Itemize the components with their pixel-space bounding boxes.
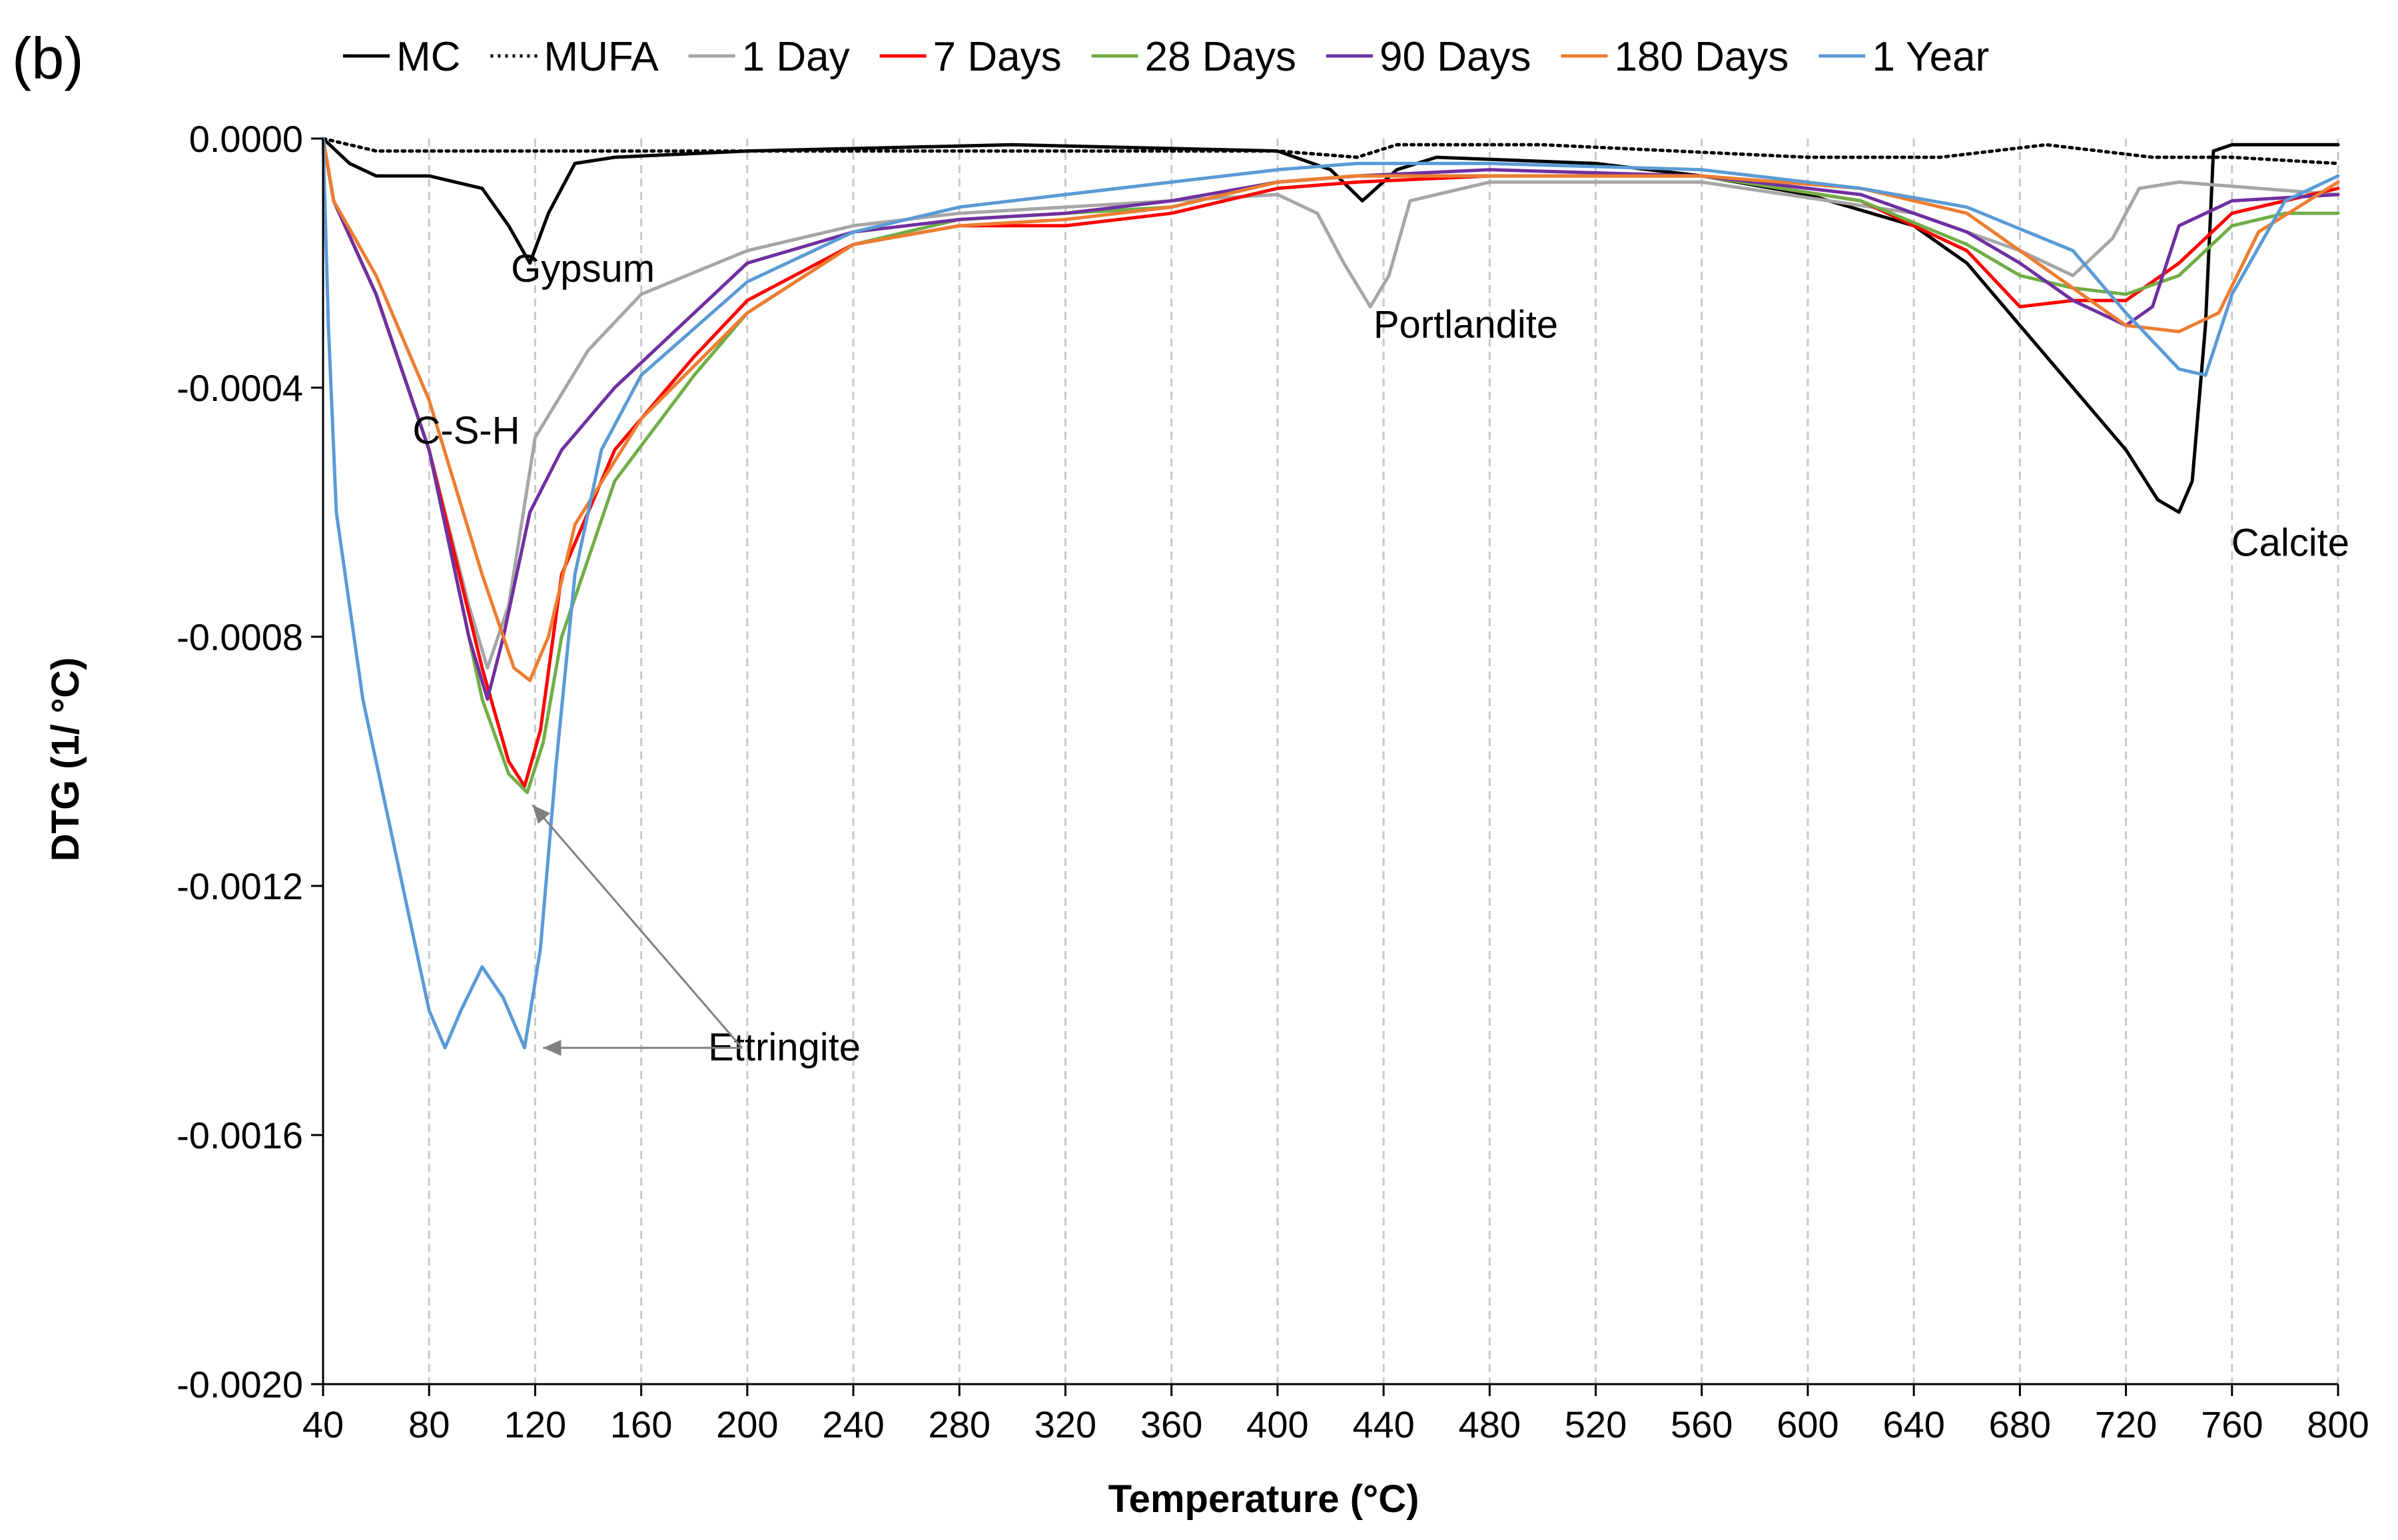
- axes: 40 80 120 160 200 240 280 320 360 400 440 480 520 560…: [177, 118, 2369, 1445]
- series-line-7-days: [321, 137, 2340, 788]
- series-line-mufa: [321, 137, 2340, 165]
- x-tick-label-280: 280: [929, 1403, 991, 1445]
- series-line-mc: [321, 137, 2340, 514]
- series-lines: [321, 137, 2340, 1050]
- x-tick-label-160: 160: [610, 1403, 672, 1445]
- annotation-calcite: Calcite: [2231, 521, 2349, 564]
- y-tick-label-0: 0.0000: [189, 118, 303, 160]
- annotation-portlandite: Portlandite: [1374, 303, 1558, 346]
- series-line-180-days: [321, 137, 2340, 682]
- y-tick-label-4: -0.0016: [177, 1114, 303, 1156]
- series-line-1-year: [321, 137, 2340, 1050]
- legend-label-mufa: MUFA: [544, 34, 659, 80]
- series-line-90-days: [321, 137, 2340, 701]
- x-tick-label-760: 760: [2201, 1403, 2263, 1445]
- x-axis-title: Temperature (°C): [1108, 1477, 1419, 1521]
- y-tick-label-3: -0.0012: [177, 865, 303, 907]
- legend-label-90-days: 90 Days: [1380, 34, 1531, 80]
- x-tick-label-640: 640: [1882, 1403, 1944, 1445]
- x-tick-label-80: 80: [408, 1403, 450, 1445]
- x-tick-label-200: 200: [716, 1403, 778, 1445]
- x-tick-label-680: 680: [1989, 1403, 2051, 1445]
- legend: MC MUFA 1 Day 7 Days 28 Days 90 Days 180 Days 1…: [343, 34, 1989, 80]
- legend-label-1-year: 1 Year: [1872, 34, 1989, 80]
- x-tick-label-720: 720: [2095, 1403, 2157, 1445]
- x-tick-label-440: 440: [1352, 1403, 1414, 1445]
- legend-label-7-days: 7 Days: [933, 34, 1062, 80]
- x-tick-label-800: 800: [2307, 1403, 2369, 1445]
- legend-label-1-day: 1 Day: [742, 34, 850, 80]
- x-tick-label-120: 120: [504, 1403, 566, 1445]
- x-tick-label-320: 320: [1034, 1403, 1096, 1445]
- series-line-1-day: [321, 137, 2340, 670]
- legend-label-28-days: 28 Days: [1145, 34, 1296, 80]
- legend-label-180-days: 180 Days: [1615, 34, 1789, 80]
- panel-label: (b): [12, 25, 84, 91]
- legend-label-mc: MC: [396, 34, 460, 80]
- annotation-gypsum: Gypsum: [511, 247, 655, 290]
- y-tick-label-5: -0.0020: [177, 1363, 303, 1405]
- x-tick-label-400: 400: [1246, 1403, 1308, 1445]
- x-tick-label-600: 600: [1777, 1403, 1838, 1445]
- grid-lines: [428, 139, 2339, 1384]
- annotation-c-s-h: C-S-H: [412, 409, 520, 452]
- annotation-arrow-0: [532, 804, 743, 1049]
- x-tick-label-560: 560: [1671, 1403, 1733, 1445]
- x-tick-label-240: 240: [822, 1403, 884, 1445]
- x-tick-label-360: 360: [1140, 1403, 1202, 1445]
- y-tick-label-1: -0.0004: [177, 367, 303, 409]
- x-tick-label-40: 40: [302, 1403, 344, 1445]
- x-tick-label-520: 520: [1565, 1403, 1627, 1445]
- y-axis-title: DTG (1/ °C): [44, 657, 87, 862]
- x-tick-label-480: 480: [1459, 1403, 1521, 1445]
- y-tick-label-2: -0.0008: [177, 616, 303, 658]
